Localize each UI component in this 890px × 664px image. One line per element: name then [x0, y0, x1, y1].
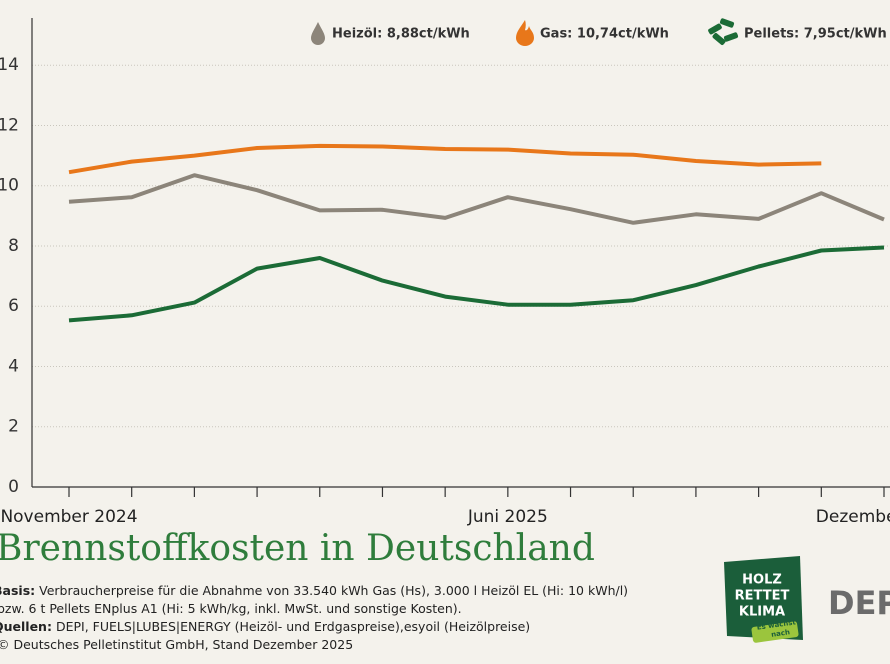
logo-text: KLIMA: [739, 605, 785, 620]
brand: DEPI: [828, 584, 890, 622]
legend-label: Pellets: 7,95ct/kWh: [744, 27, 887, 42]
legend-label: Heizöl: 8,88ct/kWh: [332, 27, 470, 42]
x-tick-label: Dezember 2025: [816, 507, 890, 527]
drop-icon: [311, 22, 325, 45]
x-tick-label: November 2024: [0, 507, 137, 527]
logo: [724, 556, 803, 643]
legend-label: Gas: 10,74ct/kWh: [540, 27, 669, 42]
note-text: Verbraucherpreise für die Abnahme von 33…: [39, 583, 628, 598]
note-text: © Deutsches Pelletinstitut GmbH, Stand D…: [0, 637, 353, 652]
y-tick-label: 2: [8, 417, 19, 437]
line: [68, 143, 822, 175]
line: [68, 245, 885, 323]
y-tick-label: 6: [8, 296, 19, 316]
logo-tag-text: nach: [771, 628, 791, 639]
logo-badge: [724, 556, 803, 640]
flame-icon: [516, 20, 534, 46]
logo-text: RETTET: [735, 589, 790, 604]
note-text: bzw. 6 t Pellets ENplus A1 (Hi: 5 kWh/kg…: [0, 601, 462, 616]
chart-title: Brennstoffkosten in Deutschland: [0, 528, 595, 569]
pellet-icon: [708, 18, 739, 45]
y-tick-label: 8: [8, 236, 19, 256]
note-text: DEPI, FUELS|LUBES|ENERGY (Heizöl- und Er…: [56, 619, 530, 634]
logo-text: HOLZ: [742, 573, 782, 588]
x-tick-label: Juni 2025: [467, 507, 548, 527]
note-label: Quellen:: [0, 619, 52, 634]
y-tick-label: 0: [8, 477, 19, 497]
y-tick-label: 14: [0, 55, 19, 75]
y-tick-label: 10: [0, 176, 19, 196]
note: © Deutsches Pelletinstitut GmbH, Stand D…: [0, 637, 353, 652]
logo-tag: [751, 621, 799, 643]
note-label: Basis:: [0, 583, 35, 598]
y-tick-label: 4: [8, 356, 19, 376]
note: Quellen: DEPI, FUELS|LUBES|ENERGY (Heizöl…: [0, 619, 530, 634]
y-tick-label: 12: [0, 115, 19, 135]
note: bzw. 6 t Pellets ENplus A1 (Hi: 5 kWh/kg…: [0, 601, 462, 616]
legend-icons: [311, 18, 739, 46]
line: [68, 173, 885, 225]
note: Basis: Verbraucherpreise für die Abnahme …: [0, 583, 628, 598]
